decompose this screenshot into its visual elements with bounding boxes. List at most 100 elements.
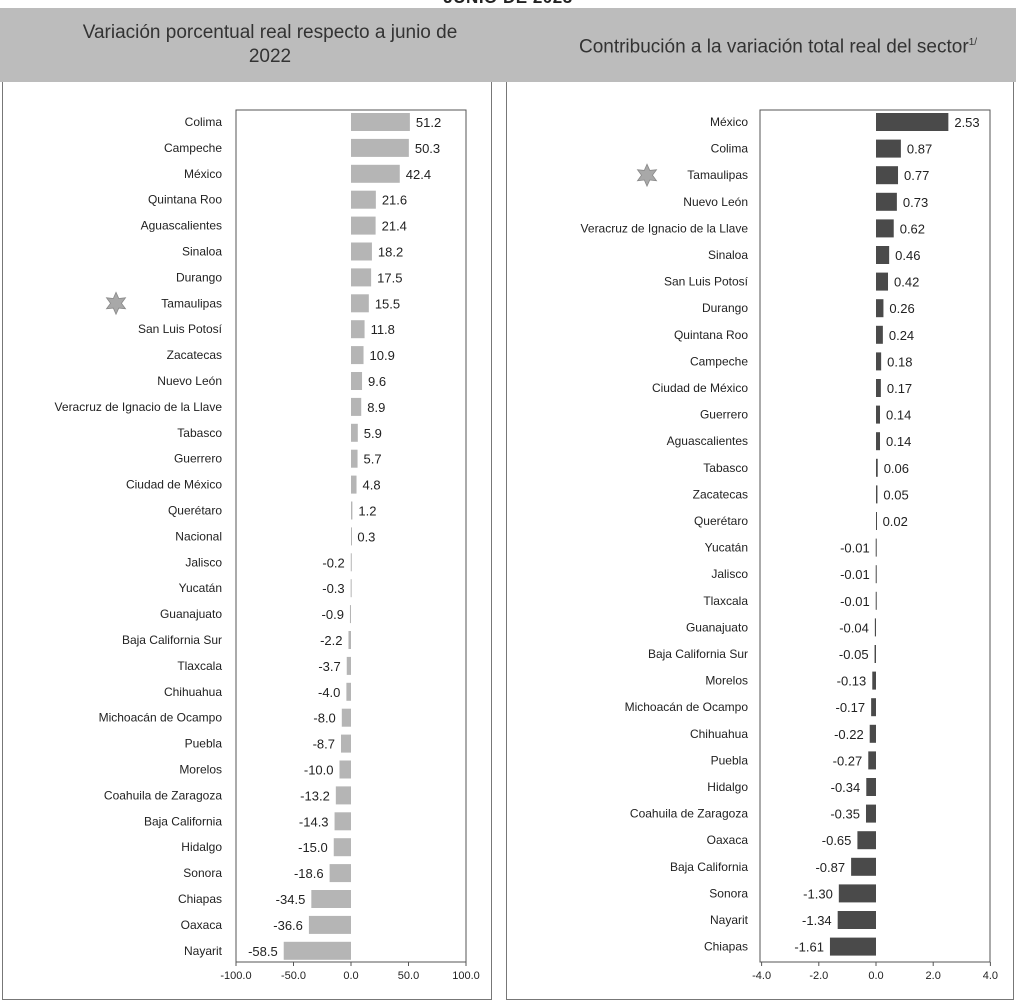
right-category-label-18: Tlaxcala [703, 594, 748, 608]
left-bar-30 [311, 890, 351, 908]
right-category-label-3: Nuevo León [683, 195, 748, 209]
left-value-label-26: -13.2 [300, 788, 330, 803]
left-bar-12 [351, 423, 358, 442]
left-bar-3 [351, 190, 376, 209]
left-category-label-0: Colima [185, 115, 223, 129]
left-category-label-27: Baja California [144, 814, 222, 828]
left-bar-20 [348, 631, 351, 649]
left-category-label-20: Baja California Sur [122, 633, 222, 647]
left-bar-14 [351, 475, 357, 494]
right-bar-15 [876, 512, 877, 530]
right-category-label-31: Chiapas [704, 940, 748, 954]
left-bar-4 [351, 216, 376, 235]
left-value-label-13: 5.7 [364, 452, 382, 467]
right-bar-24 [868, 751, 876, 770]
right-value-label-12: 0.14 [886, 434, 911, 449]
right-category-label-11: Guerrero [700, 408, 748, 422]
right-bar-23 [869, 724, 876, 743]
right-category-label-7: Durango [702, 301, 748, 315]
right-category-label-19: Guanajuato [686, 620, 748, 634]
right-value-label-1: 0.87 [907, 142, 932, 157]
left-x-tick-label-3: 50.0 [398, 970, 419, 982]
right-value-label-7: 0.26 [889, 301, 914, 316]
left-category-label-30: Chiapas [178, 892, 222, 906]
right-category-label-20: Baja California Sur [648, 647, 748, 661]
left-panel-frame [2, 82, 492, 1000]
right-bar-26 [865, 804, 876, 823]
right-bar-31 [829, 937, 876, 956]
left-value-label-8: 11.8 [371, 322, 395, 337]
right-bar-29 [838, 884, 876, 903]
left-category-label-15: Querétaro [168, 504, 222, 518]
left-bar-1 [351, 138, 409, 157]
left-category-label-25: Morelos [179, 763, 222, 777]
right-value-label-19: -0.04 [839, 620, 869, 635]
right-bar-10 [876, 379, 881, 397]
left-x-tick-label-0: -100.0 [220, 970, 251, 982]
left-value-label-1: 50.3 [415, 141, 440, 156]
right-x-tick-label-4: 4.0 [983, 970, 998, 982]
right-x-tick-label-2: 0.0 [868, 970, 883, 982]
right-plot-frame [759, 109, 991, 963]
right-category-label-29: Sonora [709, 886, 748, 900]
right-bar-6 [876, 272, 889, 291]
right-category-label-17: Jalisco [711, 567, 748, 581]
left-value-label-24: -8.7 [313, 737, 335, 752]
right-value-label-23: -0.22 [834, 727, 864, 742]
left-value-label-17: -0.2 [322, 555, 344, 570]
left-value-label-20: -2.2 [320, 633, 342, 648]
left-bar-32 [283, 941, 351, 960]
left-bar-22 [346, 682, 351, 701]
right-bar-12 [876, 432, 881, 451]
left-value-label-23: -8.0 [313, 711, 335, 726]
right-value-label-24: -0.27 [833, 753, 863, 768]
left-category-label-22: Chihuahua [164, 685, 222, 699]
left-category-label-28: Hidalgo [181, 840, 222, 854]
right-value-label-0: 2.53 [954, 115, 979, 130]
right-value-label-26: -0.35 [830, 807, 860, 822]
right-chart-title: Contribución a la variación total real d… [578, 36, 978, 58]
right-value-label-3: 0.73 [903, 195, 928, 210]
left-bar-9 [351, 346, 364, 365]
left-bar-13 [351, 449, 358, 468]
right-bar-9 [876, 352, 882, 371]
left-category-label-5: Sinaloa [182, 245, 222, 259]
left-bar-21 [346, 656, 351, 675]
right-bar-25 [866, 778, 876, 796]
left-value-label-28: -15.0 [298, 840, 328, 855]
left-value-label-10: 9.6 [368, 374, 386, 389]
left-category-label-32: Nayarit [184, 944, 223, 958]
right-bar-2 [876, 166, 899, 185]
left-bar-11 [351, 397, 362, 416]
left-category-label-14: Ciudad de México [126, 478, 222, 492]
left-bar-6 [351, 268, 372, 287]
left-category-label-31: Oaxaca [181, 918, 223, 932]
left-highlight-star-icon [105, 291, 127, 316]
left-category-label-13: Guerrero [174, 452, 222, 466]
left-category-label-8: San Luis Potosí [138, 322, 223, 336]
right-category-label-28: Baja California [670, 860, 748, 874]
right-value-label-10: 0.17 [887, 381, 912, 396]
left-category-label-7: Tamaulipas [161, 296, 222, 310]
left-bar-29 [329, 864, 351, 883]
left-bar-18 [350, 579, 352, 598]
left-bar-23 [341, 708, 351, 727]
right-value-label-25: -0.34 [831, 780, 861, 795]
right-category-label-21: Morelos [705, 674, 748, 688]
left-bar-28 [333, 838, 351, 857]
left-bar-19 [349, 605, 351, 624]
left-bar-2 [351, 164, 400, 183]
left-category-label-18: Yucatán [179, 581, 222, 595]
right-value-label-16: -0.01 [840, 541, 870, 556]
right-category-label-2: Tamaulipas [687, 168, 748, 182]
left-value-label-30: -34.5 [276, 892, 306, 907]
left-x-tick-label-1: -50.0 [281, 970, 306, 982]
right-x-tick-label-0: -4.0 [752, 970, 771, 982]
right-category-label-4: Veracruz de Ignacio de la Llave [581, 221, 749, 235]
left-value-label-32: -58.5 [248, 944, 278, 959]
right-value-label-22: -0.17 [835, 700, 865, 715]
right-bar-13 [876, 458, 878, 477]
left-category-label-9: Zacatecas [167, 348, 222, 362]
right-value-label-5: 0.46 [895, 248, 920, 263]
